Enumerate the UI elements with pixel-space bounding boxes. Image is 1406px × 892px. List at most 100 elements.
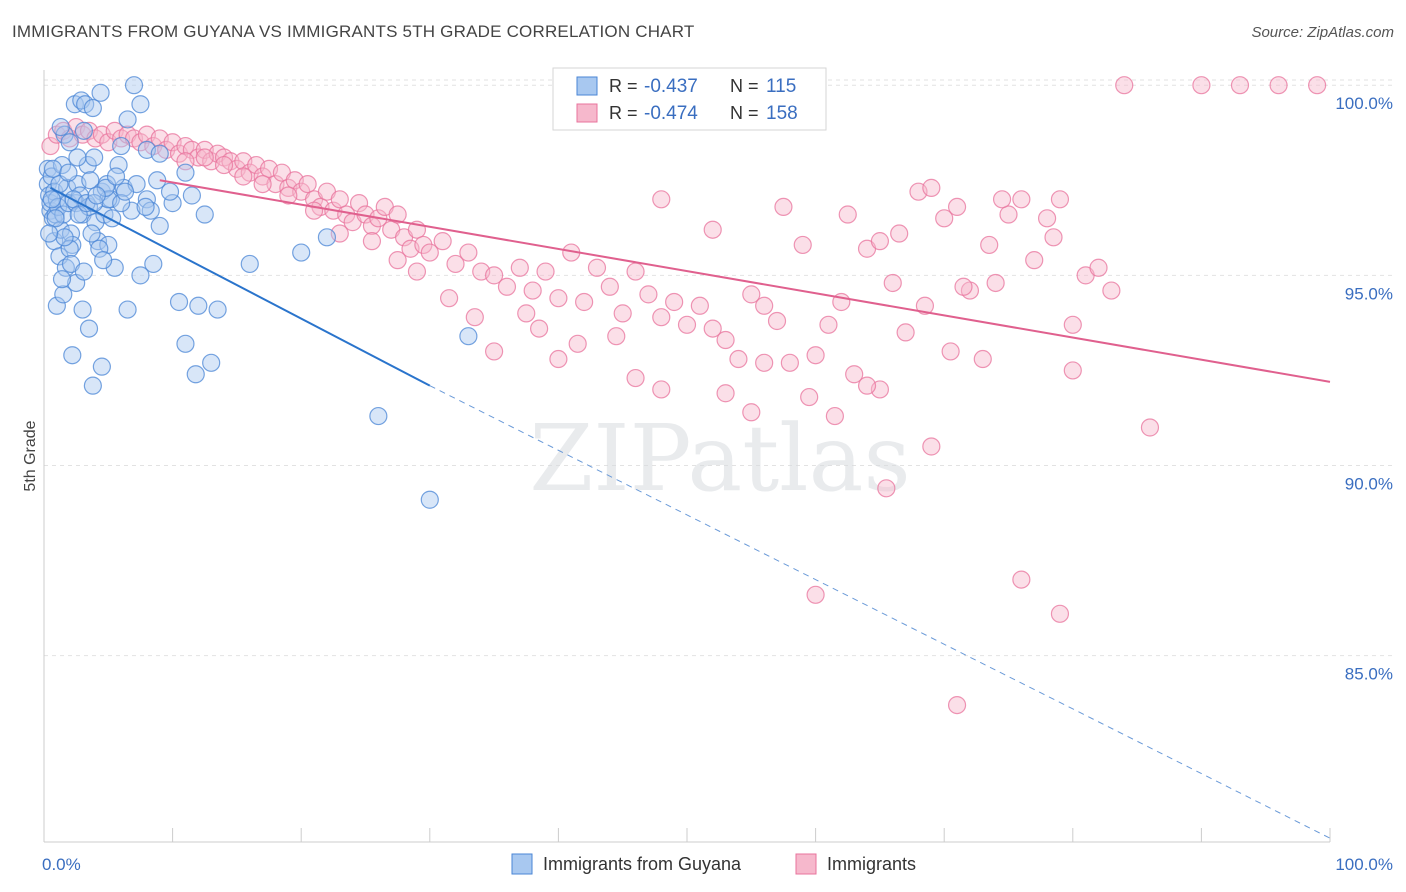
guyana-point — [240, 254, 259, 274]
immigrants-point — [214, 155, 234, 175]
guyana-point — [59, 163, 78, 182]
immigrants-point — [1025, 251, 1044, 270]
guyana-point — [94, 251, 113, 270]
r-label: R = — [609, 103, 638, 123]
guyana-point — [78, 155, 97, 175]
immigrants-point — [600, 277, 619, 296]
guyana-point — [459, 327, 478, 346]
immigrants-point — [195, 148, 214, 167]
guyana-point — [106, 167, 126, 186]
immigrants-point — [941, 342, 960, 361]
stats-legend: R = -0.437 N = 115 R = -0.474 N = 158 — [552, 67, 827, 131]
immigrants-point — [510, 258, 529, 277]
immigrants-point — [253, 174, 272, 194]
immigrants-point — [626, 262, 645, 281]
immigrants-point — [806, 585, 825, 604]
immigrants-point — [729, 349, 748, 369]
guyana-point — [118, 110, 137, 129]
immigrants-legend-swatch — [795, 853, 817, 875]
guyana-point — [160, 182, 180, 201]
x-tick-label: 0.0% — [42, 855, 81, 874]
immigrants-legend-label: Immigrants — [827, 854, 916, 874]
immigrants-point — [414, 235, 433, 255]
immigrants-point — [774, 197, 793, 217]
r-label: R = — [609, 76, 638, 96]
immigrants-point — [992, 190, 1012, 209]
immigrants-point — [234, 167, 253, 186]
y-tick-labels: 85.0% 90.0% 95.0% 100.0% — [1335, 94, 1393, 683]
guyana-point — [40, 224, 59, 243]
immigrants-point — [652, 308, 671, 327]
immigrants-point — [742, 285, 761, 304]
guyana-legend-swatch — [511, 853, 533, 875]
guyana-point — [54, 285, 73, 304]
immigrants-point — [41, 136, 60, 156]
guyana-point — [150, 216, 169, 236]
immigrants-point — [800, 387, 819, 407]
immigrants-point — [947, 197, 967, 217]
immigrants-point — [1269, 76, 1288, 95]
immigrants-point — [523, 281, 542, 300]
guyana-point — [131, 266, 150, 285]
n-value: 115 — [766, 76, 796, 97]
x-tick-label: 100.0% — [1335, 855, 1393, 874]
immigrants-point — [497, 277, 517, 296]
immigrants-point — [877, 479, 896, 498]
guyana-point — [122, 201, 141, 220]
guyana-point — [60, 133, 79, 152]
immigrants-point — [639, 285, 658, 304]
immigrants-point — [986, 273, 1005, 293]
guyana-point — [109, 155, 128, 175]
immigrants-point — [575, 292, 594, 312]
immigrants-point — [517, 304, 536, 323]
immigrants-point — [530, 319, 549, 338]
immigrants-point — [1044, 228, 1063, 247]
immigrants-point — [388, 251, 407, 270]
immigrants-point — [1102, 281, 1121, 300]
immigrants-point — [549, 289, 568, 308]
y-tick-label: 95.0% — [1345, 284, 1393, 303]
guyana-point — [189, 296, 208, 315]
guyana-point — [176, 163, 195, 182]
guyana-point — [88, 232, 108, 251]
immigrants-point — [806, 346, 825, 365]
immigrants-point — [549, 349, 568, 369]
guyana-point — [52, 270, 72, 289]
r-value: -0.474 — [644, 103, 698, 124]
guyana-point — [317, 228, 337, 247]
guyana-point — [85, 148, 104, 167]
immigrants-trend-line — [159, 179, 1331, 383]
guyana-point — [82, 224, 101, 243]
guyana-point — [150, 144, 169, 163]
immigrants-point — [433, 232, 452, 251]
immigrants-point — [1063, 361, 1082, 380]
immigrants-point — [857, 376, 877, 395]
immigrants-point — [922, 178, 941, 197]
series-legend: Immigrants from Guyana Immigrants — [511, 853, 916, 875]
r-value: -0.437 — [644, 76, 698, 97]
guyana-point — [52, 155, 72, 175]
guyana-point — [68, 148, 87, 167]
immigrants-point — [716, 330, 735, 350]
guyana-point — [112, 194, 131, 213]
immigrants-point — [838, 205, 857, 224]
guyana-point — [83, 98, 102, 118]
guyana-point — [420, 490, 439, 509]
immigrants-point — [298, 174, 317, 194]
immigrants-point — [742, 403, 761, 422]
guyana-point — [92, 357, 111, 376]
immigrants-point — [465, 308, 484, 327]
immigrants-point — [536, 262, 555, 281]
y-tick-label: 100.0% — [1335, 94, 1393, 113]
guyana-point — [186, 365, 205, 384]
immigrants-point — [1089, 258, 1108, 277]
guyana-point — [73, 300, 92, 319]
immigrants-point — [1115, 76, 1134, 95]
immigrants-point — [626, 368, 645, 388]
immigrants-point — [703, 319, 722, 338]
immigrants-point — [652, 380, 671, 399]
y-axis-label: 5th Grade — [22, 420, 39, 491]
guyana-trend-extension — [429, 385, 1331, 839]
immigrants-point — [485, 266, 504, 285]
immigrants-point — [1050, 604, 1070, 623]
